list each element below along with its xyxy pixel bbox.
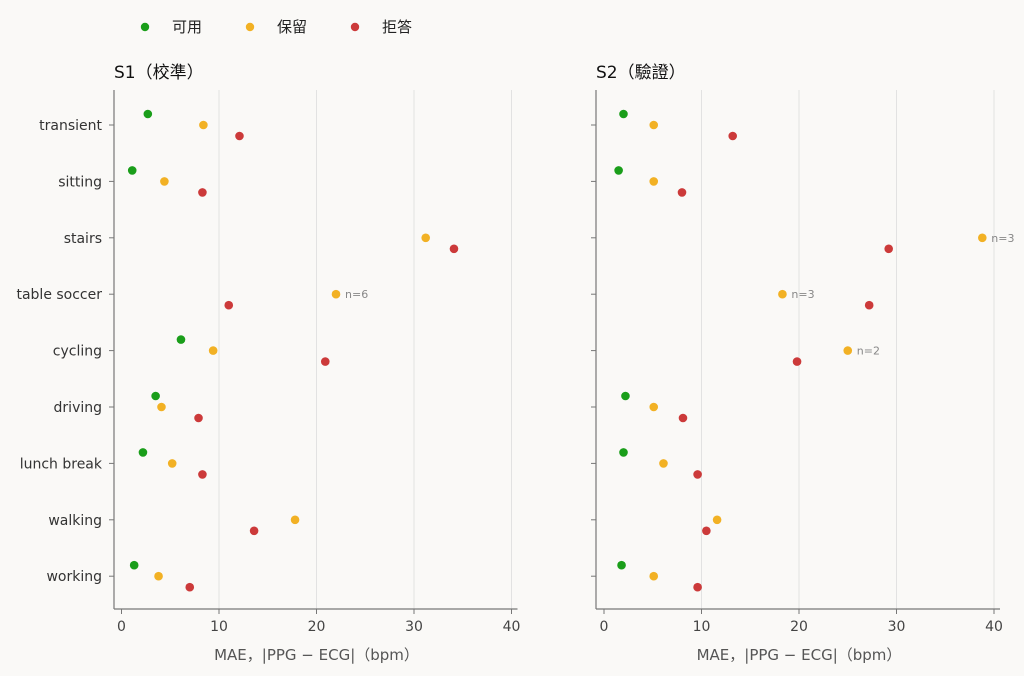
data-point	[421, 233, 431, 243]
category-label: working	[46, 569, 102, 585]
category-label: driving	[54, 400, 102, 416]
data-point	[649, 402, 659, 412]
legend-marker	[350, 22, 360, 32]
data-point	[677, 188, 687, 197]
data-point	[884, 244, 893, 254]
data-point	[621, 391, 630, 401]
legend: 可用 保留 拒答	[140, 18, 412, 36]
data-point	[778, 289, 787, 299]
legend-marker	[140, 22, 150, 32]
x-tick-label: 40	[985, 619, 1003, 635]
sample-count-annotation: n=2	[857, 345, 880, 358]
chart-panel-1: S1（校準） 0 10 20 30 40 MAE，|PPG − ECG|（bpm） trans…	[16, 63, 520, 664]
data-point	[693, 470, 702, 479]
data-point	[864, 300, 874, 310]
data-point	[143, 109, 153, 119]
data-point	[151, 391, 160, 401]
data-point	[198, 188, 207, 197]
data-point	[235, 131, 244, 141]
panel-title: S2（驗證）	[596, 63, 686, 83]
x-tick-label: 20	[790, 619, 808, 635]
category-label: lunch break	[20, 456, 103, 472]
x-axis-label: MAE，|PPG − ECG|（bpm）	[697, 646, 902, 664]
data-point	[157, 402, 166, 412]
data-point	[792, 357, 802, 366]
data-point	[619, 448, 628, 457]
category-label: table soccer	[16, 287, 102, 303]
data-point	[224, 300, 234, 310]
data-point	[649, 571, 659, 581]
x-tick-label: 10	[210, 619, 228, 635]
x-axis-label: MAE，|PPG − ECG|（bpm）	[214, 646, 419, 664]
data-point	[712, 515, 722, 525]
data-point	[176, 335, 186, 344]
data-point	[185, 582, 195, 592]
data-point	[728, 131, 737, 141]
legend-marker	[245, 22, 255, 32]
data-point	[659, 459, 668, 468]
sample-count-annotation: n=3	[991, 232, 1014, 245]
data-point	[127, 166, 137, 175]
data-point	[678, 413, 688, 423]
data-point	[129, 560, 139, 570]
category-label: walking	[48, 513, 102, 529]
data-point	[978, 233, 987, 243]
data-point	[290, 515, 300, 525]
x-tick-label: 30	[888, 619, 906, 635]
data-point	[331, 289, 341, 299]
data-point	[160, 177, 169, 186]
category-label: cycling	[53, 344, 102, 360]
data-point	[617, 560, 626, 570]
x-tick-label: 0	[600, 619, 609, 635]
category-label: transient	[39, 118, 102, 134]
x-tick-label: 0	[117, 619, 126, 635]
x-tick-label: 10	[693, 619, 711, 635]
data-point	[614, 166, 623, 175]
legend-label: 可用	[172, 18, 202, 36]
x-tick-label: 40	[503, 619, 521, 635]
legend-label: 拒答	[382, 18, 412, 36]
sample-count-annotation: n=6	[345, 288, 368, 301]
sample-count-annotation: n=3	[791, 288, 814, 301]
data-point	[702, 526, 711, 536]
data-point	[843, 346, 853, 355]
data-point	[208, 346, 218, 355]
legend-label: 保留	[277, 18, 307, 36]
data-point	[194, 413, 203, 423]
data-point	[619, 109, 628, 119]
data-point	[693, 582, 702, 592]
data-point	[449, 244, 459, 254]
data-point	[199, 120, 208, 130]
data-point	[649, 177, 659, 186]
panel-title: S1（校準）	[114, 63, 204, 83]
x-tick-label: 20	[308, 619, 326, 635]
data-point	[138, 448, 148, 457]
data-point	[649, 120, 659, 130]
category-label: stairs	[64, 231, 102, 247]
data-point	[249, 526, 259, 536]
data-point	[167, 459, 177, 468]
panels: S1（校準） 0 10 20 30 40 MAE，|PPG − ECG|（bpm） trans…	[16, 63, 1014, 664]
data-point	[198, 470, 207, 479]
category-label: sitting	[58, 174, 102, 190]
data-point	[320, 357, 330, 366]
data-point	[154, 571, 163, 581]
chart-panel-2: S2（驗證） 0 10 20 30 40 MAE，|PPG − ECG|（bpm） n=3 n=…	[591, 63, 1014, 664]
x-tick-label: 30	[405, 619, 423, 635]
